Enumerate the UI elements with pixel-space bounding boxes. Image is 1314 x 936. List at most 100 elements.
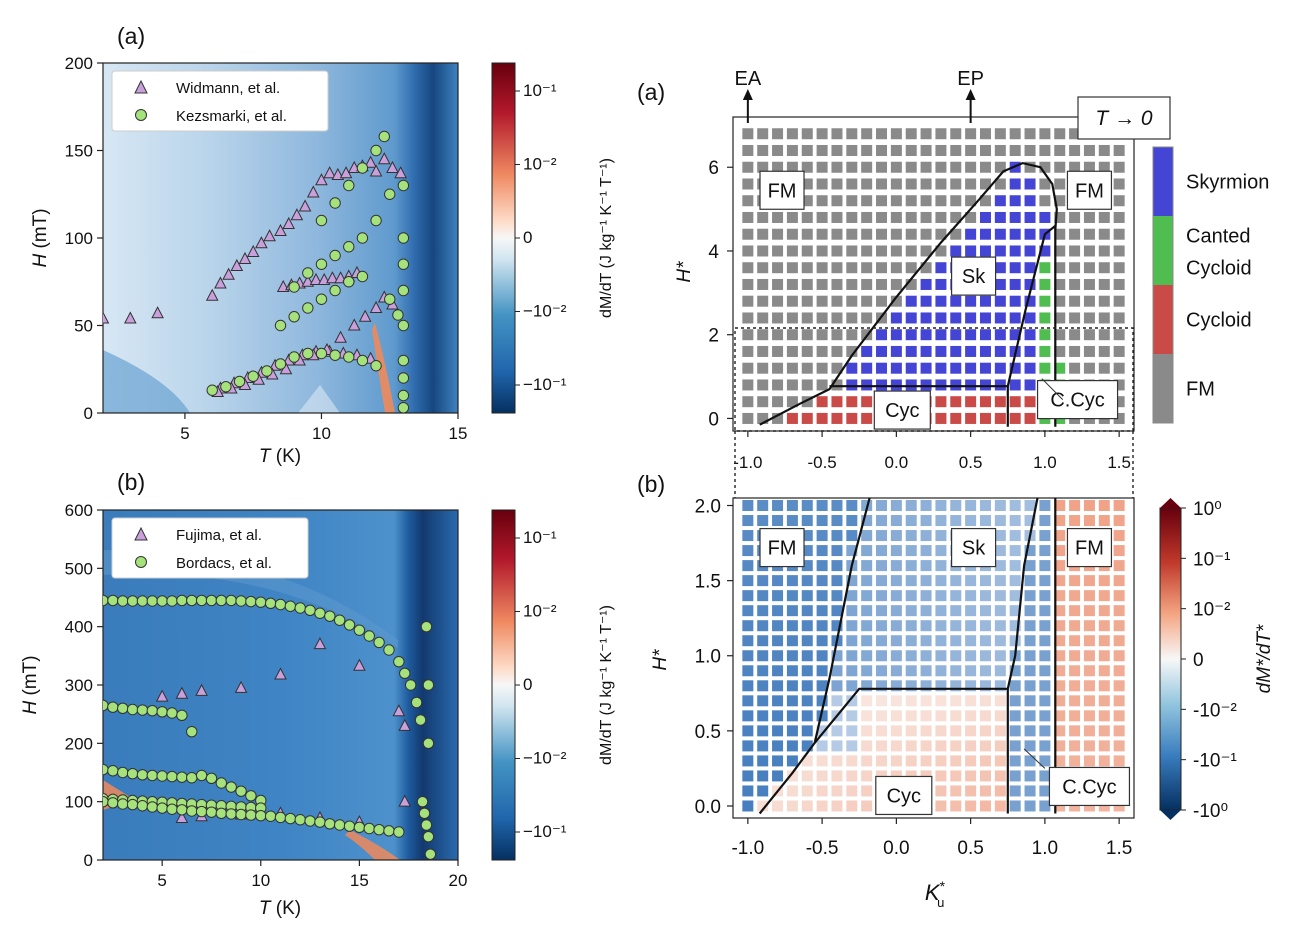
heat-cell (1054, 575, 1066, 587)
exp-b-ylabel-unit: (mT) (20, 655, 41, 700)
heat-cell (1069, 620, 1081, 632)
phase-cell (846, 161, 858, 173)
circle-data-point (363, 822, 375, 835)
phase-cell (831, 345, 843, 357)
phase-cell (920, 295, 932, 307)
heat-cell (890, 755, 902, 767)
circle-data-point (126, 798, 139, 811)
heat-cell (757, 800, 769, 812)
circle-data-point (343, 820, 356, 832)
phase-cell (1009, 178, 1021, 190)
heat-cell (861, 725, 873, 737)
heat-cell (994, 605, 1006, 617)
phase-cell (772, 412, 784, 424)
circle-data-point (324, 818, 336, 830)
phase-cell (1113, 329, 1125, 341)
heat-cell (757, 680, 769, 692)
circle-data-point (233, 375, 246, 388)
circle-data-point (136, 704, 149, 716)
heat-cell (831, 530, 843, 542)
phase-cell (1083, 144, 1095, 156)
phase-cell (816, 211, 828, 223)
heat-cell (1024, 605, 1036, 617)
heat-cell (1113, 515, 1125, 527)
phase-cell (1098, 144, 1110, 156)
region-label: FM (768, 180, 797, 202)
phase-cell (1113, 161, 1125, 173)
exp-b-xlabel-sym: T (259, 898, 272, 919)
heat-cell (935, 755, 947, 767)
region-label-box (950, 256, 997, 296)
heat-cell (846, 710, 858, 722)
phase-cell (1083, 161, 1095, 173)
exp-a-marks (103, 130, 410, 413)
heat-cell (757, 665, 769, 677)
heat-cell (1039, 575, 1051, 587)
x-tick-label: 10 (312, 424, 331, 443)
phase-cell (772, 295, 784, 307)
heat-cell (890, 710, 902, 722)
phase-cell (846, 178, 858, 190)
heat-cell (876, 575, 888, 587)
heat-cell (935, 740, 947, 752)
phase-cell (905, 144, 917, 156)
phase-cell (1098, 312, 1110, 324)
heat-cell (979, 755, 991, 767)
phase-cell (1039, 295, 1051, 307)
phase-cell (905, 245, 917, 257)
circle-data-point (245, 790, 257, 802)
circle-data-point (225, 808, 237, 820)
phase-cell (994, 345, 1006, 357)
phase-cell (831, 329, 843, 341)
sim-b-xlabel: K* u (925, 878, 946, 910)
phase-cell (772, 278, 784, 290)
heat-cell (742, 515, 754, 527)
heat-cell (920, 590, 932, 602)
heat-cell (757, 770, 769, 782)
phase-legend-label-line: Cycloid (1186, 258, 1252, 280)
circle-data-point (225, 781, 237, 793)
heat-cell (1069, 590, 1081, 602)
heat-cell (890, 560, 902, 572)
heat-cell (846, 620, 858, 632)
phase-cell (757, 144, 769, 156)
circle-data-point (416, 795, 429, 808)
circle-data-point (343, 351, 355, 363)
circle-data-point (302, 347, 314, 360)
heat-cell (1024, 785, 1036, 797)
exp-b-marks (103, 594, 437, 860)
triangle-data-point (369, 300, 383, 313)
heat-cell (1039, 755, 1051, 767)
phase-cell (846, 345, 858, 357)
heat-cell (801, 680, 813, 692)
heat-cell (979, 500, 991, 512)
circle-data-point (288, 311, 300, 323)
heat-cell (1024, 620, 1036, 632)
phase-legend-swatch (1153, 285, 1173, 354)
phase-cell (757, 161, 769, 173)
callout-line (1023, 748, 1046, 769)
phase-cell (1069, 245, 1081, 257)
sim-panel-b: (b) -1.0 -0.5 0.0 0.5 1.0 1.50.00.51.01.52.0 … (637, 471, 1275, 910)
heat-cell (1054, 710, 1066, 722)
phase-cell (757, 262, 769, 274)
phase-cell (950, 362, 962, 374)
heat-cell (950, 635, 962, 647)
heat-cell (846, 755, 858, 767)
sim-b-colorbar-label: dM*/dT* (1254, 624, 1275, 693)
heat-cell (801, 725, 813, 737)
phase-cell (1113, 362, 1125, 374)
phase-cell (786, 245, 798, 257)
phase-cell (831, 295, 843, 307)
heat-cell (876, 710, 888, 722)
x-tick-label: 0.5 (959, 453, 983, 472)
heat-cell (742, 605, 754, 617)
phase-cell (1113, 228, 1125, 240)
triangle-data-point (222, 267, 235, 280)
circle-data-point (186, 594, 198, 607)
phase-cell (1113, 396, 1125, 408)
phase-cell (1009, 312, 1021, 324)
phase-cell (920, 329, 932, 341)
phase-cell (935, 362, 947, 374)
